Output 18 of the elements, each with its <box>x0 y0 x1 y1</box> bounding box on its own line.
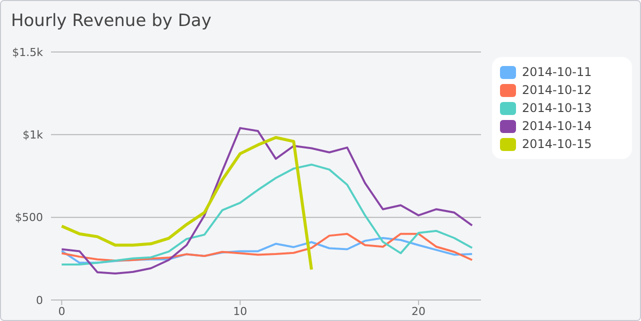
line-series <box>60 136 313 272</box>
legend-label: 2014-10-12 <box>521 82 593 99</box>
line-series <box>60 127 474 275</box>
line-series <box>60 232 474 262</box>
x-tick-label: 0 <box>58 304 66 318</box>
y-tick-label: $500 <box>15 211 43 224</box>
line-series <box>60 237 474 264</box>
chart-title: Hourly Revenue by Day <box>11 11 212 31</box>
y-tick-label: $1.5k <box>12 46 44 59</box>
line-series <box>60 164 474 266</box>
x-tick-label: 10 <box>233 304 248 318</box>
legend-label: 2014-10-14 <box>521 118 593 135</box>
legend-label: 2014-10-15 <box>521 136 593 153</box>
x-tick-label: 20 <box>412 304 426 318</box>
legend-label: 2014-10-11 <box>521 64 593 81</box>
legend-label: 2014-10-13 <box>521 100 593 117</box>
y-tick-label: $1k <box>22 128 44 142</box>
y-tick-label: 0 <box>36 294 43 307</box>
